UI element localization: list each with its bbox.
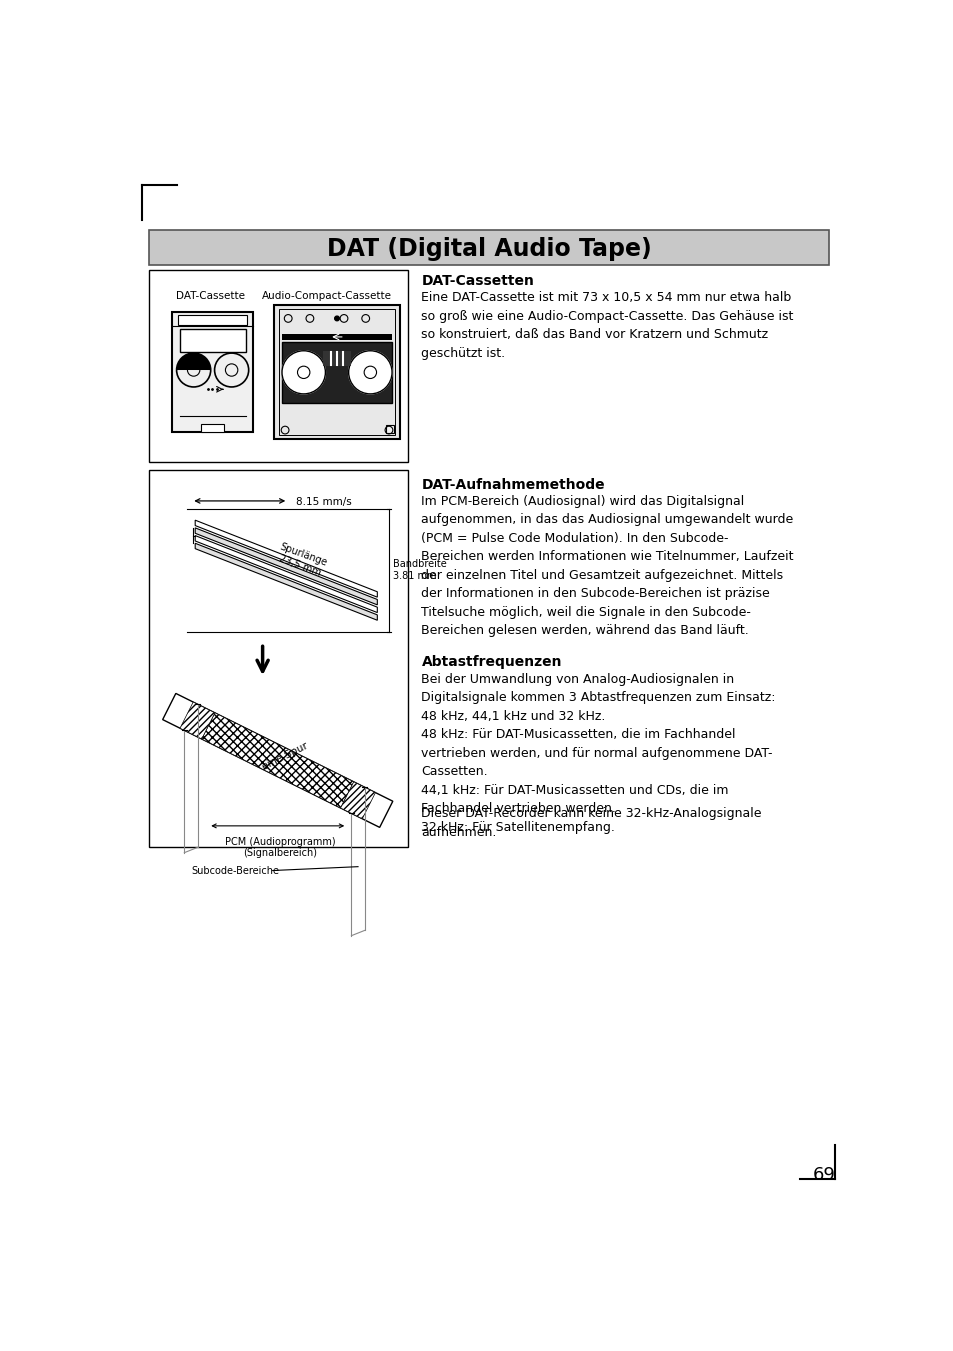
Text: Abtastfrequenzen: Abtastfrequenzen (421, 655, 561, 669)
Polygon shape (162, 693, 393, 827)
Polygon shape (195, 520, 377, 597)
Polygon shape (340, 782, 375, 819)
Text: PCM (Audioprogramm)
(Signalbereich): PCM (Audioprogramm) (Signalbereich) (225, 836, 335, 858)
Bar (149, 270, 408, 462)
Bar (200, 424, 224, 431)
Circle shape (348, 351, 392, 394)
Text: eine Spur: eine Spur (261, 740, 310, 773)
Text: Eine DAT-Cassette ist mit 73 x 10,5 x 54 mm nur etwa halb
so groß wie eine Audio: Eine DAT-Cassette ist mit 73 x 10,5 x 54… (421, 292, 793, 359)
Text: Bandbreite
3.81 mm: Bandbreite 3.81 mm (393, 559, 446, 581)
Bar (178, 315, 247, 324)
Text: Audio-Compact-Cassette: Audio-Compact-Cassette (262, 292, 392, 301)
Polygon shape (180, 703, 214, 739)
Bar (149, 470, 408, 847)
Polygon shape (201, 713, 354, 808)
Text: DAT-Cassette: DAT-Cassette (176, 292, 245, 301)
Text: Bei der Umwandlung von Analog-Audiosignalen in
Digitalsignale kommen 3 Abtastfre: Bei der Umwandlung von Analog-Audiosigna… (421, 673, 775, 834)
Circle shape (335, 316, 339, 320)
Text: 8.15 mm/s: 8.15 mm/s (295, 497, 352, 507)
Text: DAT (Digital Audio Tape): DAT (Digital Audio Tape) (326, 238, 651, 261)
Bar (282, 334, 392, 340)
Polygon shape (195, 543, 377, 620)
Circle shape (282, 351, 325, 394)
Text: DAT-Aufnahmemethode: DAT-Aufnahmemethode (421, 478, 604, 492)
Bar (172, 312, 253, 431)
Bar (274, 304, 399, 439)
Bar (278, 309, 395, 435)
Text: 69: 69 (812, 1166, 835, 1183)
Polygon shape (195, 535, 377, 612)
Bar (282, 342, 392, 403)
Text: Dieser DAT-Recorder kann keine 32-kHz-Analogsignale
aufnehmen.: Dieser DAT-Recorder kann keine 32-kHz-An… (421, 808, 761, 839)
Polygon shape (195, 528, 377, 605)
Text: Subcode-Bereiche: Subcode-Bereiche (192, 866, 279, 875)
Text: Im PCM-Bereich (Audiosignal) wird das Digitalsignal
aufgenommen, in das das Audi: Im PCM-Bereich (Audiosignal) wird das Di… (421, 494, 793, 638)
Bar (179, 330, 245, 353)
Text: Spurlänge
23,5 mm: Spurlänge 23,5 mm (274, 542, 329, 578)
Bar (323, 351, 351, 366)
Text: DAT-Cassetten: DAT-Cassetten (421, 274, 534, 288)
Bar (149, 230, 828, 265)
Bar (385, 426, 394, 434)
Wedge shape (176, 353, 211, 370)
